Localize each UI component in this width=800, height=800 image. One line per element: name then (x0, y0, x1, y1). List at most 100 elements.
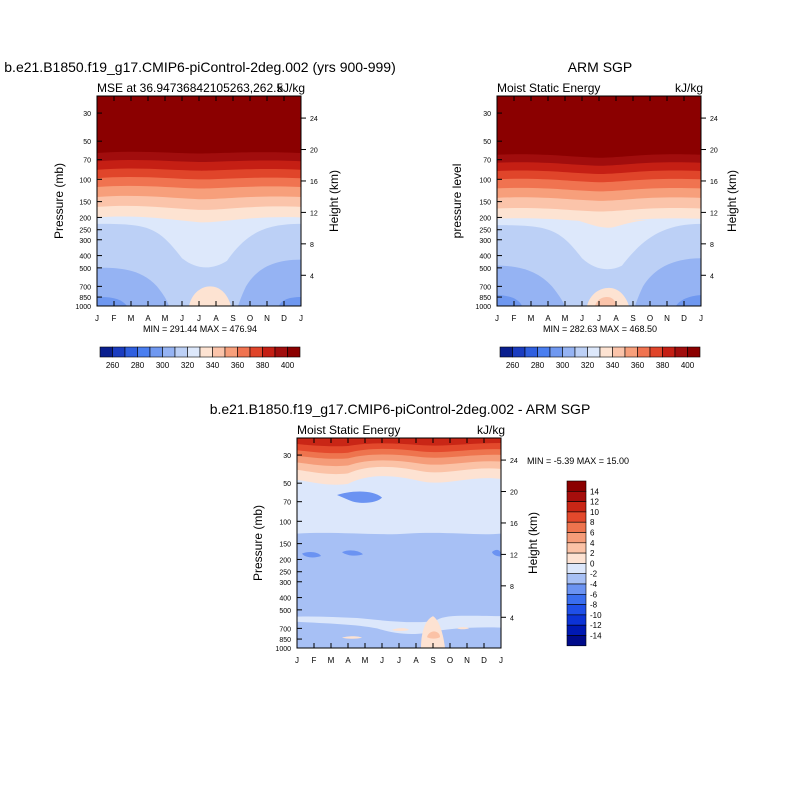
y-tick-label: 30 (483, 111, 491, 118)
y-tick-label: 300 (279, 580, 291, 587)
y2-tick-label: 12 (310, 210, 318, 217)
y-tick-label: 250 (479, 228, 491, 235)
y2-tick-label: 24 (710, 116, 718, 123)
colorbar-swatch (212, 346, 226, 358)
x-tick-label: S (630, 314, 635, 323)
y-tick-label: 150 (279, 542, 291, 549)
x-tick-label: F (512, 314, 517, 323)
x-tick-label: N (264, 314, 270, 323)
colorbar-swatch (637, 346, 651, 358)
x-tick-label: A (545, 314, 551, 323)
colorbar-label: 400 (681, 361, 695, 370)
x-tick-label: A (145, 314, 151, 323)
diff-warm-core (427, 631, 440, 639)
colorbar-label: 380 (256, 361, 270, 370)
colorbar-swatch (249, 346, 263, 358)
colorbar-label: 260 (506, 361, 520, 370)
colorbar-swatch (99, 346, 113, 358)
y-tick-label: 50 (83, 139, 91, 146)
x-tick-label: J (597, 314, 601, 323)
colorbar-label: 10 (590, 508, 599, 517)
colorbar-swatch (566, 583, 587, 595)
colorbar-label: 360 (231, 361, 245, 370)
y-tick-label: 200 (279, 557, 291, 564)
y2-tick-label: 8 (310, 242, 314, 249)
colorbar-label: 0 (590, 559, 595, 568)
colorbar-swatch (599, 346, 613, 358)
colorbar-swatch (124, 346, 138, 358)
x-tick-label: J (580, 314, 584, 323)
colorbar-swatch (566, 563, 587, 575)
y-tick-label: 150 (79, 200, 91, 207)
colorbar-label: -2 (590, 570, 598, 579)
panel-model-axes: J F M A M J J A S O N D J 30 50 70 100 150 200 250 300 400 500… (75, 96, 318, 323)
y-tick-label: 1000 (475, 304, 491, 311)
x-tick-label: M (128, 314, 135, 323)
model-core-left (97, 296, 127, 306)
panel-model-colorbar: 260 280 300 320 340 360 380 400 (99, 346, 301, 370)
y-tick-label: 200 (479, 215, 491, 222)
diff-neg-lower (297, 621, 501, 648)
x-tick-label: M (362, 656, 369, 665)
y-tick-label: 300 (79, 238, 91, 245)
panel-model-units: kJ/kg (277, 81, 305, 95)
colorbar-swatch (649, 346, 663, 358)
y-tick-label: 400 (479, 254, 491, 261)
x-tick-label: F (312, 656, 317, 665)
panel-obs-colorbar: 260 280 300 320 340 360 380 400 (499, 346, 701, 370)
panel-model-title: b.e21.B1850.f19_g17.CMIP6-piControl-2deg… (4, 59, 395, 75)
panel-obs-units: kJ/kg (675, 81, 703, 95)
colorbar-label: -8 (590, 601, 598, 610)
panel-diff-field (297, 438, 501, 648)
x-tick-label: N (664, 314, 670, 323)
x-tick-label: A (213, 314, 219, 323)
panel-model: b.e21.B1850.f19_g17.CMIP6-piControl-2deg… (4, 59, 395, 370)
y-tick-label: 50 (283, 481, 291, 488)
y-tick-label: 400 (79, 254, 91, 261)
x-tick-label: D (681, 314, 687, 323)
panel-obs-axes: J F M A M J J A S O N D J 30 50 70 100 150 200 250 300 400 500… (475, 96, 718, 323)
y2-tick-label: 8 (510, 584, 514, 591)
colorbar-swatch (237, 346, 251, 358)
x-tick-label: O (447, 656, 453, 665)
x-tick-label: J (495, 314, 499, 323)
colorbar-label: 12 (590, 498, 599, 507)
colorbar-label: 340 (206, 361, 220, 370)
x-tick-label: J (295, 656, 299, 665)
y-tick-label: 700 (79, 284, 91, 291)
colorbar-label: 260 (106, 361, 120, 370)
x-tick-label: J (397, 656, 401, 665)
x-tick-label: S (230, 314, 235, 323)
y2-tick-label: 16 (510, 521, 518, 528)
x-tick-label: M (328, 656, 335, 665)
x-tick-label: D (481, 656, 487, 665)
panel-diff-axes: J F M A M J J A S O N D J 30 50 70 100 150 200 250 300 400 500… (275, 438, 518, 665)
colorbar-label: 4 (590, 539, 595, 548)
x-tick-label: M (528, 314, 535, 323)
y-tick-label: 700 (479, 284, 491, 291)
diff-patch-4 (492, 549, 501, 557)
y-tick-label: 400 (279, 596, 291, 603)
model-lobe-right (238, 259, 301, 306)
colorbar-swatch (137, 346, 151, 358)
obs-core-right (676, 295, 701, 306)
diff-patch-2 (302, 551, 321, 558)
y-tick-label: 700 (279, 626, 291, 633)
x-tick-label: A (613, 314, 619, 323)
colorbar-swatch (566, 501, 587, 513)
panel-diff-y2label: Height (km) (526, 512, 540, 574)
y2-tick-label: 8 (710, 242, 714, 249)
colorbar-label: -14 (590, 632, 602, 641)
x-tick-label: A (345, 656, 351, 665)
colorbar-swatch (566, 573, 587, 585)
panel-diff-title: b.e21.B1850.f19_g17.CMIP6-piControl-2deg… (210, 401, 591, 417)
colorbar-label: 14 (590, 487, 599, 496)
obs-warm-core (595, 297, 617, 306)
x-tick-label: O (647, 314, 653, 323)
y2-tick-label: 4 (310, 273, 314, 280)
y-tick-label: 150 (479, 200, 491, 207)
colorbar-swatch (587, 346, 601, 358)
model-lobe-left (97, 267, 169, 306)
panel-obs-subtitle: Moist Static Energy (497, 81, 600, 95)
